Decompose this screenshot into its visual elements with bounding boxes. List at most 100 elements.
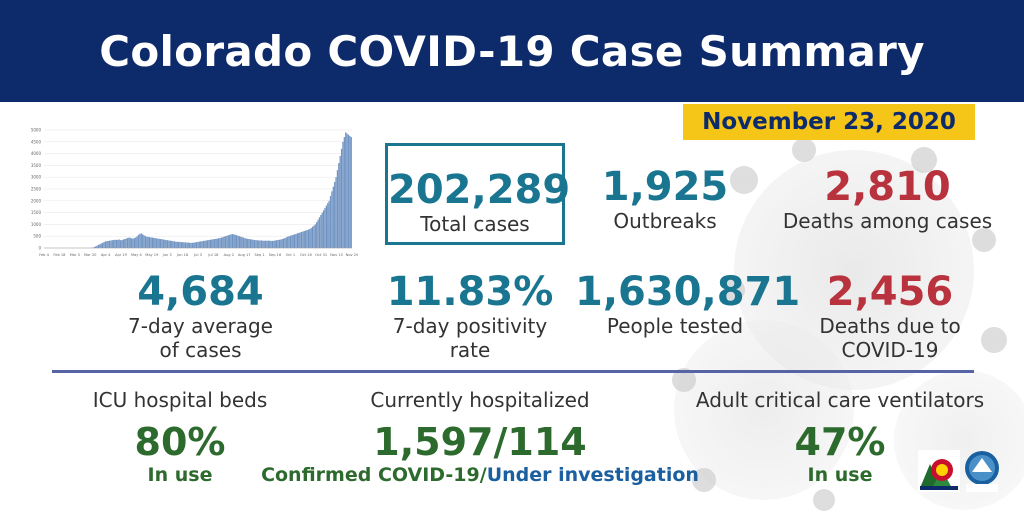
chart-bar — [202, 240, 205, 248]
chart-x-tick-label: Oct 31 — [315, 253, 327, 257]
chart-bar — [183, 242, 185, 248]
people-tested-value: 1,630,871 — [575, 269, 801, 315]
ventilators-label: In use — [807, 464, 873, 486]
chart-bar — [316, 222, 318, 248]
chart-bar — [298, 232, 300, 248]
chart-bar — [262, 240, 264, 248]
chart-bar — [244, 238, 246, 248]
chart-bar — [108, 240, 111, 248]
chart-x-tick-label: Nov 20 — [346, 253, 358, 257]
chart-bar — [184, 242, 187, 248]
chart-bar — [107, 240, 109, 248]
chart-bar — [155, 238, 158, 248]
chart-bar — [259, 240, 261, 248]
header-bar: Colorado COVID-19 Case Summary — [0, 0, 1024, 102]
chart-bar — [201, 241, 203, 248]
chart-bar — [140, 233, 142, 248]
chart-bar — [208, 239, 210, 248]
chart-bar — [346, 133, 348, 248]
hospitalized-label: Confirmed COVID-19/Under investigation — [260, 464, 700, 486]
chart-x-tick-label: Feb 4 — [39, 253, 50, 257]
chart-bar — [147, 236, 149, 248]
chart-bar — [95, 246, 97, 248]
chart-bar — [160, 239, 162, 248]
chart-bar — [119, 240, 122, 248]
chart-bar — [332, 186, 334, 248]
icu-label: In use — [147, 464, 213, 486]
chart-bar — [136, 236, 138, 248]
chart-bar — [222, 237, 224, 248]
chart-bar — [121, 239, 123, 248]
chart-bar — [307, 229, 310, 248]
chart-x-tick-label: Aug 17 — [238, 253, 251, 257]
chart-bar — [143, 235, 145, 248]
chart-bar — [281, 239, 283, 248]
chart-bar — [206, 240, 209, 248]
chart-bar — [252, 239, 254, 248]
chart-bar — [231, 234, 234, 248]
page-title: Colorado COVID-19 Case Summary — [99, 26, 925, 76]
chart-bar — [117, 239, 119, 248]
chart-bar — [233, 234, 235, 248]
chart-bar — [122, 239, 124, 248]
deaths-among-label: Deaths among cases — [782, 209, 993, 233]
people-tested-label: People tested — [606, 314, 744, 338]
deaths-due-label-1: Deaths due to — [819, 314, 961, 338]
chart-bar — [349, 135, 351, 248]
chart-bar — [93, 247, 95, 248]
chart-bar — [310, 227, 312, 248]
chart-x-tick-label: Jul 18 — [207, 253, 219, 257]
chart-bar — [99, 244, 101, 248]
icu-value: 80% — [134, 420, 226, 464]
cdphe-logo-icon — [965, 451, 999, 492]
chart-bar — [343, 137, 345, 248]
chart-bar — [172, 241, 174, 248]
chart-bar — [260, 240, 263, 248]
chart-x-tick-label: Apr 4 — [101, 253, 111, 257]
chart-x-tick-label: Oct 1 — [286, 253, 296, 257]
chart-bar — [223, 236, 225, 248]
chart-bar — [212, 239, 214, 248]
chart-bar — [270, 240, 272, 248]
chart-bar — [311, 226, 314, 248]
chart-bar — [322, 210, 325, 248]
chart-y-tick-label: 3000 — [31, 175, 42, 180]
chart-bar — [269, 240, 271, 248]
chart-y-tick-label: 4000 — [31, 151, 42, 156]
chart-bar — [135, 237, 137, 248]
chart-bar — [292, 234, 294, 248]
chart-bar — [205, 240, 207, 248]
chart-bar — [242, 237, 245, 248]
chart-bar — [241, 237, 243, 248]
positivity-label-2: rate — [449, 338, 491, 362]
chart-bar — [114, 239, 116, 248]
chart-x-tick-label: Jun 3 — [162, 253, 172, 257]
avg-cases-label-1: 7-day average — [128, 314, 273, 338]
chart-bar — [164, 239, 166, 248]
chart-bar — [173, 241, 176, 248]
chart-bar — [318, 217, 321, 248]
chart-bar — [211, 239, 213, 248]
chart-bar — [251, 239, 253, 248]
chart-y-tick-label: 1500 — [31, 210, 42, 215]
chart-bar — [253, 239, 256, 248]
chart-bar — [230, 234, 232, 248]
avg-cases-label-2: of cases — [159, 338, 242, 362]
chart-bar — [197, 241, 199, 248]
deaths-due-value: 2,456 — [826, 269, 954, 315]
avg-cases-stat: 4,684 7-day average of cases — [98, 270, 303, 362]
chart-bar — [256, 240, 258, 248]
chart-bar — [329, 196, 332, 248]
chart-bar — [238, 236, 240, 248]
chart-bar — [285, 237, 287, 248]
chart-bar — [334, 181, 336, 248]
chart-bar — [328, 200, 330, 248]
chart-bar — [305, 230, 307, 248]
chart-x-tick-label: Mar 3 — [70, 253, 80, 257]
chart-bar — [306, 230, 308, 248]
chart-bar — [302, 231, 304, 248]
chart-bar — [176, 241, 178, 248]
chart-x-tick-label: Jul 3 — [193, 253, 202, 257]
chart-bar — [258, 240, 260, 248]
section-divider — [52, 370, 974, 373]
